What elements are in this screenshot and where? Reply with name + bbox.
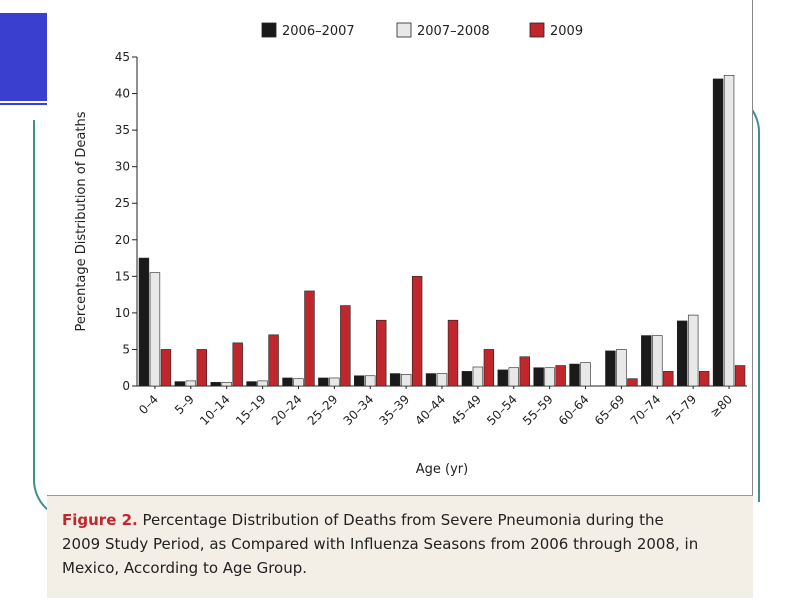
bar-2006–2007-70–74 xyxy=(641,335,652,387)
legend-label-2007–2008: 2007–2008 xyxy=(417,24,490,39)
bar-2009-30–34 xyxy=(376,319,387,387)
bar-2007–2008-20–24 xyxy=(293,378,304,387)
y-tick-label: 15 xyxy=(115,269,130,283)
x-tick-label: 40–44 xyxy=(412,392,448,428)
bar-2009-0–4 xyxy=(160,349,172,387)
y-tick-label: 20 xyxy=(115,233,130,247)
bar-2007–2008-50–54 xyxy=(508,367,519,387)
x-tick-label: 65–69 xyxy=(592,392,628,428)
x-tick-label: 50–54 xyxy=(484,392,520,428)
bar-2006–2007-5–9 xyxy=(174,381,186,387)
slide-corner-block xyxy=(0,13,47,101)
x-tick-label: 0–4 xyxy=(136,392,161,417)
figure-caption: Figure 2. Percentage Distribution of Dea… xyxy=(47,495,753,598)
bar-2006–2007-10–14 xyxy=(210,382,221,387)
bar-2009-25–29 xyxy=(340,305,351,387)
legend-swatch-2009 xyxy=(529,22,545,38)
y-tick-label: 5 xyxy=(122,342,130,356)
bar-2007–2008-65–69 xyxy=(616,349,627,387)
bar-2007–2008-15–19 xyxy=(257,380,268,387)
bar-2006–2007-60–64 xyxy=(569,363,580,387)
bar-2009-50–54 xyxy=(519,356,530,387)
figure-border xyxy=(752,0,753,495)
x-axis-title: Age (yr) xyxy=(416,462,468,477)
bar-2006–2007-35–39 xyxy=(389,373,401,387)
bar-2006–2007-55–59 xyxy=(533,367,544,387)
y-tick-label: 40 xyxy=(115,87,130,101)
bar-2009-40–44 xyxy=(447,319,459,387)
bar-2006–2007-15–19 xyxy=(246,381,257,387)
bar-2009-65–69 xyxy=(627,378,638,387)
bar-2007–2008-30–34 xyxy=(365,375,376,387)
caption-label: Figure 2. xyxy=(62,511,138,529)
x-tick-label: 10–14 xyxy=(197,392,233,428)
chart-legend: 2006–2007 2007–2008 2009 xyxy=(261,22,583,39)
x-tick-label: 5–9 xyxy=(172,392,197,417)
bar-2006–2007-20–24 xyxy=(282,377,293,387)
legend-label-2006–2007: 2006–2007 xyxy=(282,24,355,39)
y-tick-label: 45 xyxy=(115,50,130,64)
y-tick-label: 10 xyxy=(115,306,130,320)
y-tick-label: 35 xyxy=(115,123,130,137)
bar-2009-≥80 xyxy=(734,365,746,387)
legend-swatch-2007–2008 xyxy=(396,22,412,38)
bar-2009-15–19 xyxy=(268,334,279,387)
bar-2007–2008-40–44 xyxy=(436,373,448,387)
bar-2009-20–24 xyxy=(304,290,315,387)
bar-2009-75–79 xyxy=(698,371,710,387)
bar-chart: 2006–2007 2007–2008 2009 0 5 10 15 20 25 30 35 40 4… xyxy=(74,22,747,477)
bar-2007–2008-75–79 xyxy=(687,314,699,387)
bar-2007–2008-35–39 xyxy=(400,374,412,387)
bar-2006–2007-40–44 xyxy=(425,373,437,387)
x-tick-label: 15–19 xyxy=(233,392,269,428)
y-tick-label: 25 xyxy=(115,196,130,210)
x-tick-label: 75–79 xyxy=(664,392,700,428)
bar-2007–2008-0–4 xyxy=(149,272,161,387)
x-tick-label: 70–74 xyxy=(628,392,664,428)
y-tick-label: 0 xyxy=(122,379,130,393)
bar-2007–2008-10–14 xyxy=(221,382,232,387)
slide-accent-line xyxy=(0,103,47,105)
legend-label-2009: 2009 xyxy=(550,24,583,39)
legend-swatch-2006–2007 xyxy=(261,22,277,38)
x-tick-label: ≥80 xyxy=(707,392,735,420)
bar-2007–2008-70–74 xyxy=(652,335,663,387)
bar-2006–2007-≥80 xyxy=(712,78,724,387)
bar-2006–2007-75–79 xyxy=(676,320,688,387)
bar-2009-55–59 xyxy=(555,365,566,387)
x-tick-label: 20–24 xyxy=(269,392,305,428)
bar-2006–2007-50–54 xyxy=(497,369,508,387)
bar-2007–2008-60–64 xyxy=(580,362,591,387)
chart-bars xyxy=(138,74,746,387)
bar-2006–2007-30–34 xyxy=(354,375,365,387)
x-tick-label: 60–64 xyxy=(556,392,592,428)
bar-2006–2007-65–69 xyxy=(605,350,616,387)
x-tick-label: 55–59 xyxy=(520,392,556,428)
bar-2007–2008-45–49 xyxy=(472,366,484,387)
x-tick-label: 30–34 xyxy=(341,392,377,428)
bar-2007–2008-≥80 xyxy=(723,74,735,387)
x-tick-labels: 0–4 5–9 10–14 15–19 20–24 25–29 30–34 35–39 40–4… xyxy=(136,386,735,428)
x-tick-label: 25–29 xyxy=(305,392,341,428)
y-tick-label: 30 xyxy=(115,160,130,174)
bar-2009-10–14 xyxy=(232,342,243,387)
bar-2007–2008-25–29 xyxy=(329,377,340,387)
bar-2007–2008-5–9 xyxy=(185,380,197,387)
bar-2009-45–49 xyxy=(483,349,495,387)
bar-2006–2007-0–4 xyxy=(138,257,150,387)
x-tick-label: 45–49 xyxy=(448,392,484,428)
bar-2009-5–9 xyxy=(196,349,208,387)
y-axis-title: Percentage Distribution of Deaths xyxy=(74,111,89,331)
bar-2006–2007-45–49 xyxy=(461,371,473,387)
x-tick-label: 35–39 xyxy=(376,392,412,428)
bar-2006–2007-25–29 xyxy=(318,377,329,387)
bar-2009-35–39 xyxy=(411,276,423,387)
caption-body: Percentage Distribution of Deaths from S… xyxy=(62,511,699,577)
bar-2007–2008-55–59 xyxy=(544,367,555,387)
bar-2009-70–74 xyxy=(663,371,674,387)
